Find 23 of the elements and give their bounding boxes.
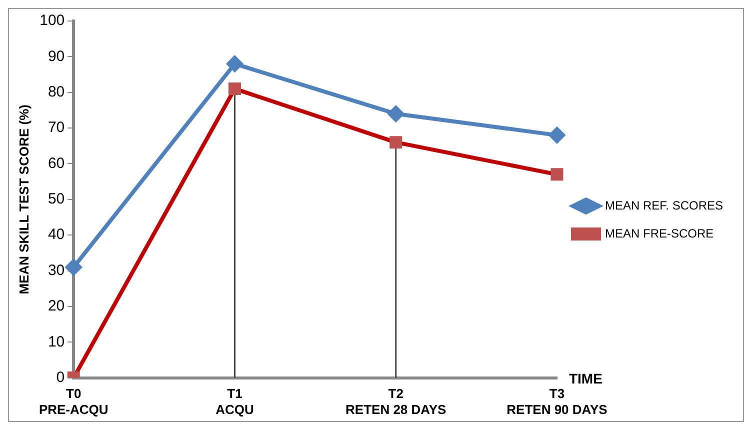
x-tick-label: T1 ACQU [216,386,254,417]
y-tick-label: 10 [48,333,65,350]
y-tick-label: 80 [48,84,65,100]
point [66,259,82,276]
y-tick-label: 90 [48,48,65,65]
point [226,56,243,72]
x-tick-label: T2 RETEN 28 DAYS [346,386,447,417]
legend-label: MEAN REF. SCORES [604,198,724,212]
legend-label: MEAN FRE-SCORE [604,226,714,240]
x-tick-label: T0 PRE-ACQU [38,386,108,417]
y-tick-label: 0 [56,368,65,386]
y-axis-title: MEAN SKILL TEST SCORE (%) [16,104,32,294]
y-tick-label: 50 [48,190,65,208]
y-tick-label: 60 [48,154,65,172]
y-tick-label: 20 [48,298,65,315]
y-tick-label: 40 [48,226,65,244]
x-axis-title: TIME [568,370,602,387]
point [388,106,404,122]
y-tick-label: 100 [40,12,65,30]
x-tick-label: T3 RETEN 90 DAYS [506,386,608,417]
y-tick-label: 30 [48,262,65,279]
point [548,127,565,144]
y-tick-label: 70 [48,119,65,136]
